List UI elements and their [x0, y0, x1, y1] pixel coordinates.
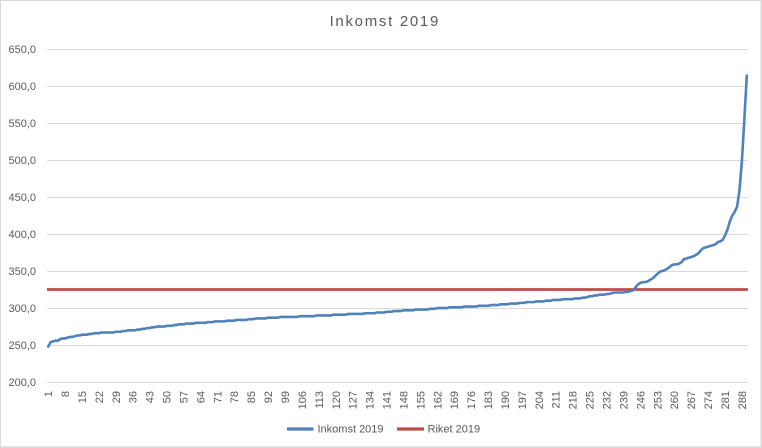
svg-text:218: 218 [568, 391, 580, 409]
svg-text:225: 225 [585, 391, 597, 409]
svg-text:71: 71 [212, 391, 224, 403]
svg-text:300,0: 300,0 [8, 303, 36, 315]
svg-text:190: 190 [500, 391, 512, 409]
svg-text:155: 155 [415, 391, 427, 409]
svg-text:281: 281 [720, 391, 732, 409]
svg-text:600,0: 600,0 [8, 81, 36, 93]
svg-text:106: 106 [297, 391, 309, 409]
svg-text:250,0: 250,0 [8, 340, 36, 352]
svg-text:239: 239 [618, 391, 630, 409]
svg-text:267: 267 [686, 391, 698, 409]
svg-text:400,0: 400,0 [8, 229, 36, 241]
svg-text:Riket 2019: Riket 2019 [428, 424, 481, 436]
svg-text:169: 169 [449, 391, 461, 409]
svg-text:15: 15 [77, 391, 89, 403]
svg-text:500,0: 500,0 [8, 155, 36, 167]
svg-text:200,0: 200,0 [8, 377, 36, 389]
svg-text:57: 57 [178, 391, 190, 403]
svg-text:253: 253 [652, 391, 664, 409]
svg-text:450,0: 450,0 [8, 192, 36, 204]
svg-text:141: 141 [382, 391, 394, 409]
svg-text:99: 99 [280, 391, 292, 403]
svg-text:550,0: 550,0 [8, 118, 36, 130]
svg-text:64: 64 [195, 391, 207, 403]
svg-text:148: 148 [398, 391, 410, 409]
svg-text:Inkomst 2019: Inkomst 2019 [318, 424, 384, 436]
svg-text:211: 211 [551, 391, 563, 409]
svg-text:288: 288 [737, 391, 749, 409]
svg-text:197: 197 [517, 391, 529, 409]
svg-text:232: 232 [601, 391, 613, 409]
svg-text:92: 92 [263, 391, 275, 403]
svg-text:Inkomst 2019: Inkomst 2019 [330, 13, 440, 30]
svg-text:29: 29 [111, 391, 123, 403]
svg-text:162: 162 [432, 391, 444, 409]
svg-text:134: 134 [365, 391, 377, 409]
svg-text:350,0: 350,0 [8, 266, 36, 278]
svg-text:650,0: 650,0 [8, 44, 36, 56]
svg-text:22: 22 [94, 391, 106, 403]
svg-text:85: 85 [246, 391, 258, 403]
svg-text:113: 113 [314, 391, 326, 409]
svg-text:127: 127 [348, 391, 360, 409]
svg-text:50: 50 [162, 391, 174, 403]
svg-text:260: 260 [669, 391, 681, 409]
svg-text:176: 176 [466, 391, 478, 409]
svg-text:43: 43 [145, 391, 157, 403]
svg-text:1: 1 [43, 391, 55, 397]
svg-text:36: 36 [128, 391, 140, 403]
svg-text:246: 246 [635, 391, 647, 409]
svg-text:8: 8 [60, 391, 72, 397]
svg-text:78: 78 [229, 391, 241, 403]
svg-text:183: 183 [483, 391, 495, 409]
svg-text:120: 120 [331, 391, 343, 409]
svg-text:274: 274 [703, 391, 715, 409]
svg-text:204: 204 [534, 391, 546, 409]
